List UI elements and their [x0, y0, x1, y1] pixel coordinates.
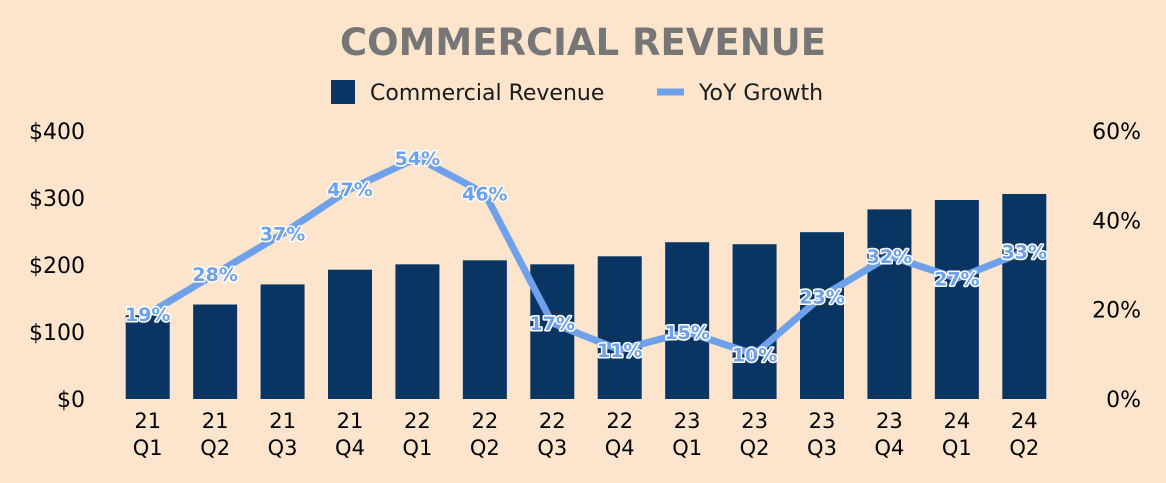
y-left-tick-label: $300: [29, 187, 85, 212]
revenue-bar: [1002, 193, 1047, 399]
x-tick-year: 22: [606, 409, 633, 433]
revenue-bar: [665, 242, 710, 399]
growth-data-label: 28%: [192, 264, 237, 286]
x-tick-quarter: Q4: [874, 436, 904, 460]
revenue-bar: [934, 200, 979, 399]
x-tick-quarter: Q3: [537, 436, 567, 460]
growth-data-label: 47%: [327, 179, 372, 201]
legend: Commercial Revenue YoY Growth: [331, 80, 823, 106]
x-tick-quarter: Q1: [402, 436, 432, 460]
growth-data-label: 23%: [799, 286, 844, 308]
x-tick-year: 22: [471, 409, 498, 433]
revenue-bar: [125, 315, 170, 399]
x-tick-quarter: Q3: [268, 436, 298, 460]
x-tick-quarter: Q4: [335, 436, 365, 460]
x-tick-year: 24: [943, 409, 970, 433]
growth-line: [144, 154, 1028, 358]
y-left-tick-label: $200: [29, 254, 85, 279]
x-tick-year: 22: [539, 409, 566, 433]
x-tick-year: 24: [1011, 409, 1038, 433]
x-tick-quarter: Q1: [672, 436, 702, 460]
growth-data-label: 37%: [260, 224, 305, 246]
x-tick-year: 22: [404, 409, 431, 433]
y-right-tick-label: 60%: [1092, 120, 1141, 145]
x-tick-quarter: Q2: [1009, 436, 1039, 460]
bar-series-revenue: [125, 193, 1047, 399]
legend-swatch-revenue: [331, 80, 355, 104]
y-left-tick-label: $0: [57, 388, 85, 413]
x-tick-year: 23: [674, 409, 701, 433]
x-tick-year: 23: [876, 409, 903, 433]
x-tick-year: 23: [809, 409, 836, 433]
revenue-bar: [800, 232, 844, 399]
growth-data-label: 33%: [1002, 242, 1047, 264]
x-tick-quarter: Q2: [470, 436, 500, 460]
growth-data-label: 27%: [934, 268, 979, 290]
revenue-bar: [193, 304, 238, 399]
x-tick-quarter: Q1: [942, 436, 972, 460]
growth-data-label: 19%: [125, 304, 170, 326]
x-tick-quarter: Q1: [133, 436, 163, 460]
legend-label-revenue: Commercial Revenue: [370, 81, 604, 106]
legend-label-growth: YoY Growth: [698, 81, 823, 106]
x-tick-quarter: Q2: [740, 436, 770, 460]
x-axis: 21Q121Q221Q321Q422Q122Q222Q322Q423Q123Q2…: [133, 409, 1039, 460]
x-tick-year: 23: [741, 409, 768, 433]
y-right-tick-label: 0%: [1106, 388, 1141, 413]
x-tick-year: 21: [269, 409, 296, 433]
revenue-bar: [395, 264, 440, 399]
x-tick-year: 21: [337, 409, 364, 433]
growth-data-label: 10%: [732, 344, 777, 366]
revenue-bar: [867, 209, 912, 399]
y-axis-right: 0% 20% 40% 60%: [1092, 120, 1141, 413]
growth-data-label: 17%: [530, 313, 575, 335]
growth-data-label: 54%: [395, 148, 440, 170]
x-tick-quarter: Q3: [807, 436, 837, 460]
y-axis-left: $0 $100 $200 $300 $400: [29, 120, 85, 413]
x-tick-year: 21: [134, 409, 161, 433]
y-right-tick-label: 40%: [1092, 209, 1141, 234]
revenue-bar: [597, 256, 642, 399]
growth-data-label: 15%: [664, 322, 709, 344]
revenue-bar: [260, 284, 305, 399]
growth-data-label: 32%: [867, 246, 912, 268]
chart-title: COMMERCIAL REVENUE: [340, 21, 826, 64]
x-tick-quarter: Q4: [605, 436, 635, 460]
revenue-bar: [732, 244, 777, 399]
revenue-bar: [462, 260, 507, 399]
growth-data-labels: 19% 28% 37% 47% 54% 46% 17% 11% 15% 10% 23% 32% 27% 3…: [123, 146, 1048, 368]
growth-data-label: 11%: [597, 340, 642, 362]
y-left-tick-label: $400: [29, 120, 85, 145]
growth-data-label: 46%: [462, 184, 507, 206]
revenue-bar: [328, 269, 372, 399]
y-right-tick-label: 20%: [1092, 299, 1141, 324]
x-tick-quarter: Q2: [200, 436, 230, 460]
line-series-growth: [144, 154, 1028, 358]
y-left-tick-label: $100: [29, 321, 85, 346]
x-tick-year: 21: [202, 409, 229, 433]
